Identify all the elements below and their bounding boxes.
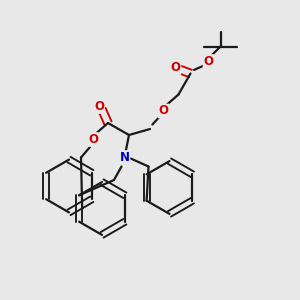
Text: O: O <box>88 133 98 146</box>
Text: O: O <box>203 55 214 68</box>
Text: N: N <box>119 151 130 164</box>
Text: O: O <box>158 104 169 118</box>
Text: O: O <box>94 100 104 113</box>
Text: O: O <box>170 61 181 74</box>
